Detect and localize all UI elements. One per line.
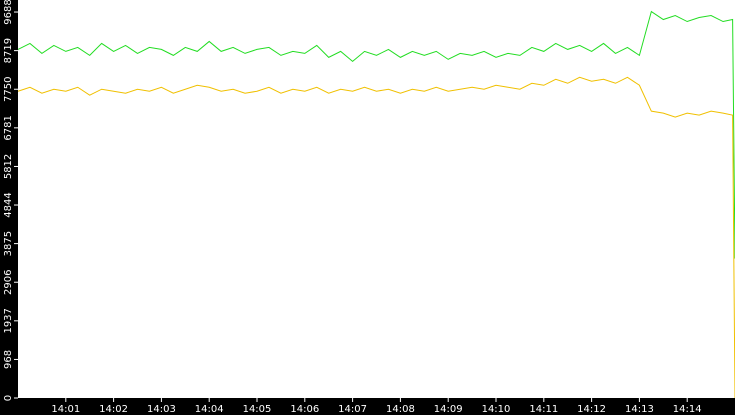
x-tick-label: 14:11 — [529, 404, 558, 415]
x-tick-label: 14:06 — [290, 404, 319, 415]
y-tick-label: 2906 — [3, 269, 14, 294]
y-tick-label: 0 — [3, 395, 14, 401]
x-tick-label: 14:07 — [338, 404, 367, 415]
line-series — [17, 10, 735, 259]
y-axis-band — [0, 0, 18, 415]
y-tick-label: 8719 — [3, 38, 14, 63]
y-tick-label: 7750 — [3, 77, 14, 102]
x-tick-label: 14:13 — [625, 404, 654, 415]
x-tick-label: 14:05 — [243, 404, 272, 415]
y-tick-label: 6781 — [3, 115, 14, 140]
y-tick-label: 9688 — [3, 0, 14, 25]
x-tick-label: 14:14 — [673, 404, 702, 415]
y-tick-label: 1937 — [3, 308, 14, 333]
x-tick-label: 14:09 — [434, 404, 463, 415]
x-axis-band — [0, 398, 735, 415]
x-tick-label: 14:10 — [482, 404, 511, 415]
x-tick-label: 14:08 — [386, 404, 415, 415]
x-tick-label: 14:12 — [577, 404, 606, 415]
x-tick-label: 14:03 — [147, 404, 176, 415]
line-series — [17, 76, 735, 399]
y-tick-label: 5812 — [3, 154, 14, 179]
x-tick-label: 14:02 — [99, 404, 128, 415]
x-tick-label: 14:01 — [51, 404, 80, 415]
y-tick-label: 968 — [3, 350, 14, 369]
y-tick-label: 4844 — [3, 192, 14, 217]
x-tick-label: 14:04 — [195, 404, 224, 415]
y-tick-label: 3875 — [3, 231, 14, 256]
